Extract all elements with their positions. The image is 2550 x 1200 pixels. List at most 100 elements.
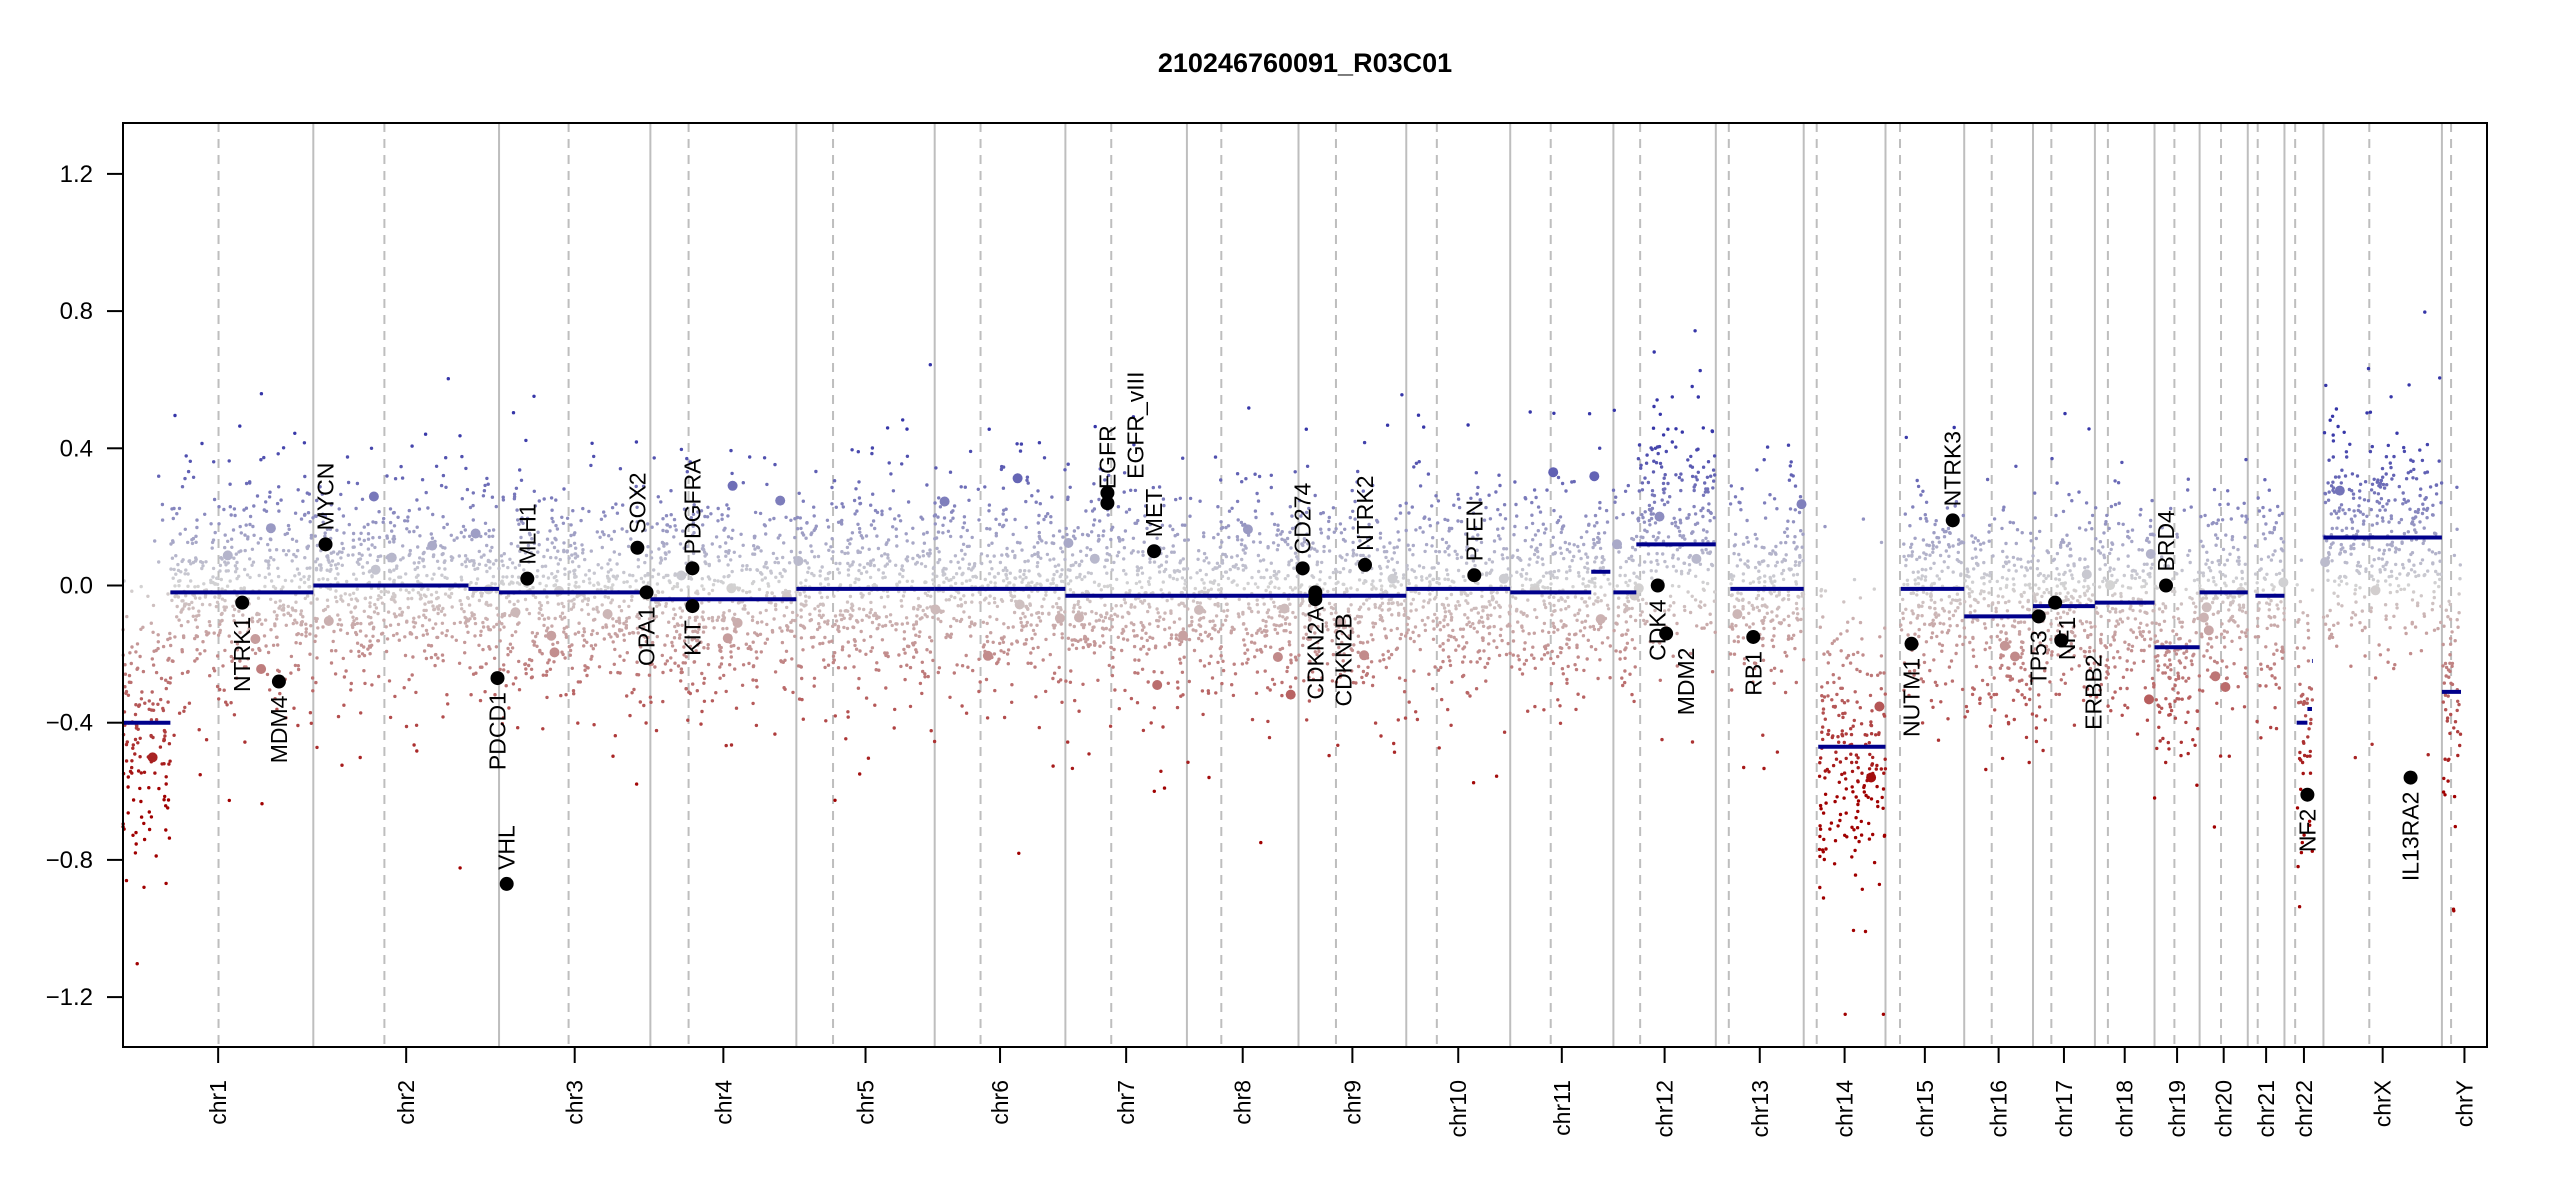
probe-point [1289,661,1293,665]
probe-point [1300,583,1304,587]
probe-point [546,616,551,620]
probe-point [678,542,683,546]
probe-point [730,536,734,541]
probe-point [688,460,692,464]
probe-point [1309,625,1314,629]
probe-point [329,661,334,665]
probe-point [514,630,518,634]
probe-point [743,607,747,611]
probe-point [827,640,831,644]
probe-point [986,583,990,587]
probe-point [320,492,324,496]
probe-point [728,663,732,667]
probe-point [680,623,684,627]
probe-point [1502,503,1507,507]
probe-point [658,561,663,565]
probe-point [626,544,631,549]
probe-point [130,645,134,649]
probe-point [169,542,173,546]
probe-point [203,512,207,516]
probe-point [758,632,763,636]
probe-point [1232,627,1236,631]
probe-point [245,621,249,625]
probe-point [239,531,243,535]
probe-point [716,555,720,559]
probe-point [194,614,199,618]
probe-point [1190,619,1194,624]
probe-point [608,558,612,562]
probe-point [171,659,175,663]
probe-point [1331,587,1336,592]
probe-point [1256,499,1261,503]
probe-point [1246,657,1250,661]
probe-point [812,676,817,680]
probe-point [231,604,235,608]
probe-point [340,563,344,567]
probe-point [382,618,386,622]
probe-point [253,651,258,656]
probe-point [1224,570,1229,574]
probe-point [568,648,573,653]
probe-point [729,650,733,654]
probe-point [1441,648,1446,652]
probe-point [1096,534,1101,538]
probe-point [1056,563,1061,567]
probe-point [339,492,343,497]
probe-point [268,490,272,494]
probe-point [1105,558,1110,562]
probe-point [1500,638,1504,643]
probe-point [1522,662,1527,666]
probe-point [883,552,887,556]
probe-point [635,672,639,677]
probe-point [627,615,631,620]
probe-point [538,650,542,654]
probe-point [445,629,449,633]
probe-point [208,603,212,607]
probe-point [562,548,566,552]
probe-point [1427,672,1431,676]
probe-point [124,691,128,695]
probe-point [999,649,1003,653]
probe-point [918,604,922,609]
probe-point [1222,609,1226,613]
probe-point [826,663,831,667]
probe-point [962,610,966,614]
probe-point [635,660,639,664]
probe-point [1020,628,1024,632]
probe-point [856,450,860,454]
probe-point [789,549,794,554]
probe-point [226,569,230,573]
probe-point [1345,587,1349,591]
probe-point [593,595,597,599]
probe-point [1219,587,1224,591]
probe-point [731,528,735,532]
probe-point [1509,574,1513,578]
probe-point [1178,617,1182,621]
probe-point [554,523,558,528]
probe-point [706,505,710,509]
probe-point [793,634,797,638]
probe-point [799,636,804,640]
probe-point [446,702,450,706]
probe-point [1350,669,1354,673]
probe-point [643,528,647,532]
probe-point [766,582,770,586]
probe-point [826,619,830,623]
probe-point [171,576,175,580]
probe-point [1532,631,1537,635]
probe-point [180,671,185,676]
probe-point [846,715,850,719]
probe-point [874,584,878,588]
probe-point [1270,616,1274,620]
probe-point [1574,707,1578,712]
probe-point [628,573,632,577]
probe-point [401,544,405,548]
probe-point [1262,602,1266,606]
probe-point [1217,588,1221,592]
probe-point [565,625,569,629]
probe-point [392,524,397,528]
probe-point [399,558,403,562]
probe-point [1510,665,1514,669]
probe-point [844,737,848,741]
probe-point [1548,467,1559,478]
